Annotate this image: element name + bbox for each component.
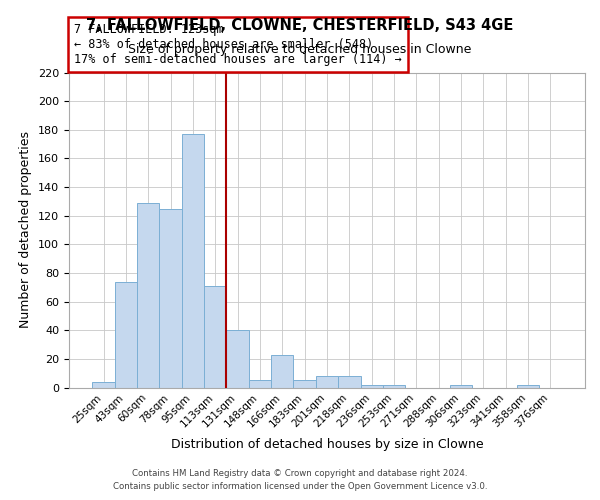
Bar	[293, 380, 316, 388]
Bar	[182, 134, 204, 388]
Y-axis label: Number of detached properties: Number of detached properties	[19, 132, 32, 328]
Text: 7 FALLOWFIELD: 123sqm
← 83% of detached houses are smaller (548)
17% of semi-det: 7 FALLOWFIELD: 123sqm ← 83% of detached …	[74, 23, 402, 66]
Bar	[383, 384, 405, 388]
Bar	[204, 286, 226, 388]
Bar	[450, 384, 472, 388]
Bar	[249, 380, 271, 388]
X-axis label: Distribution of detached houses by size in Clowne: Distribution of detached houses by size …	[170, 438, 484, 450]
Bar	[160, 208, 182, 388]
Bar	[361, 384, 383, 388]
Bar	[316, 376, 338, 388]
Bar	[271, 354, 293, 388]
Text: 7, FALLOWFIELD, CLOWNE, CHESTERFIELD, S43 4GE: 7, FALLOWFIELD, CLOWNE, CHESTERFIELD, S4…	[86, 18, 514, 32]
Bar	[226, 330, 249, 388]
Text: Size of property relative to detached houses in Clowne: Size of property relative to detached ho…	[128, 42, 472, 56]
Bar	[137, 203, 160, 388]
Bar	[517, 384, 539, 388]
Bar	[338, 376, 361, 388]
Bar	[115, 282, 137, 388]
Text: Contains HM Land Registry data © Crown copyright and database right 2024.
Contai: Contains HM Land Registry data © Crown c…	[113, 469, 487, 491]
Bar	[92, 382, 115, 388]
